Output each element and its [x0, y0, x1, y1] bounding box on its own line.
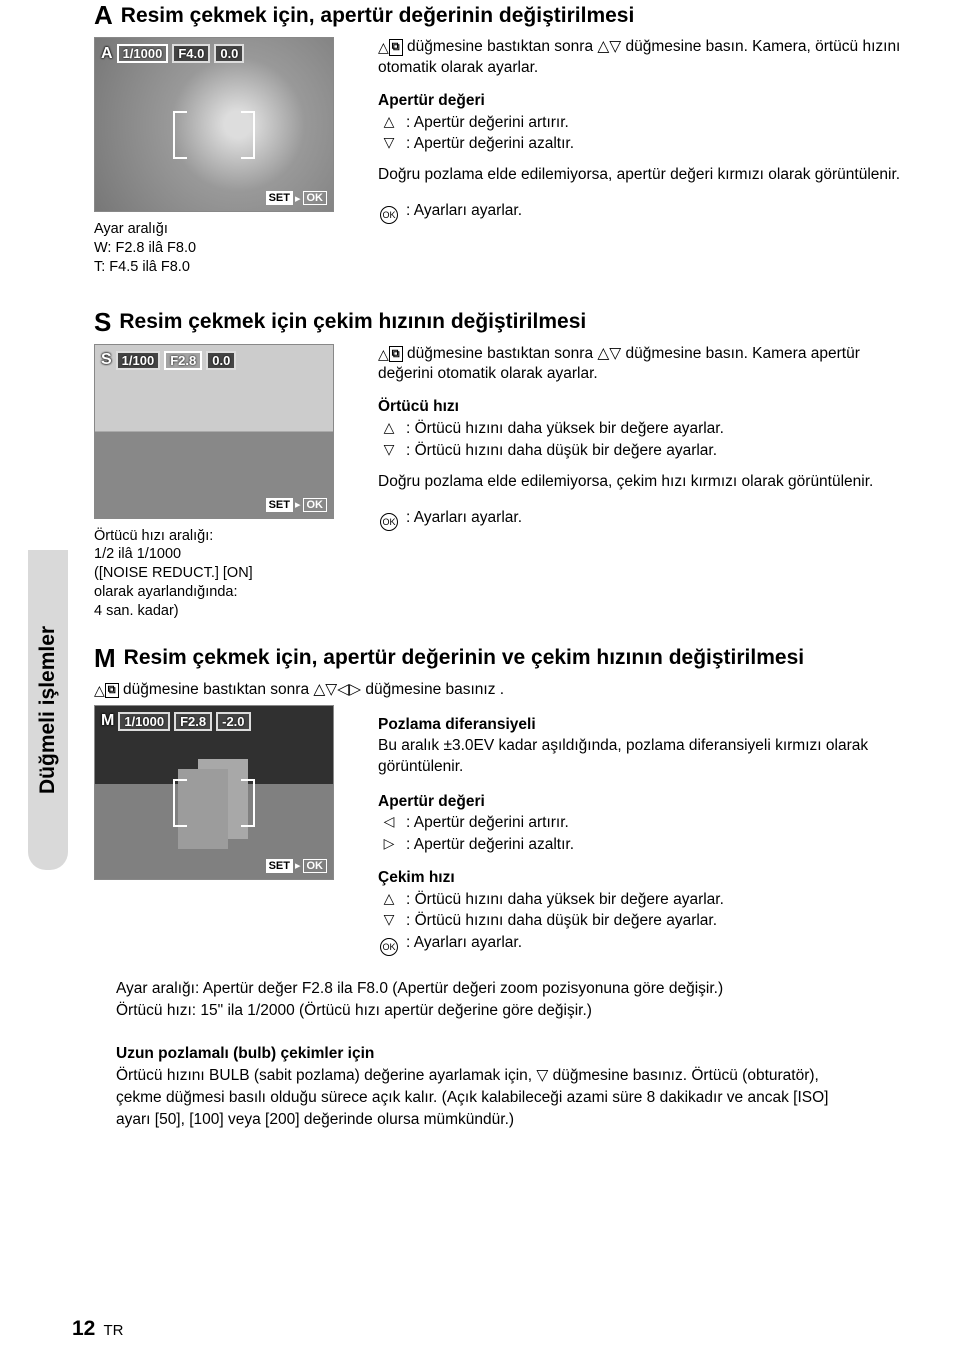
ok-func-icon: OK: [380, 206, 398, 224]
hud-mode: S: [101, 351, 112, 369]
down-icon: ▽: [378, 133, 400, 155]
s-caption: Örtücü hızı aralığı: 1/2 ilâ 1/1000 ([NO…: [94, 527, 354, 621]
a-caption: Ayar aralığı W: F2.8 ilâ F8.0 T: F4.5 il…: [94, 220, 354, 277]
hud-mode: A: [101, 45, 113, 63]
hud-ev: -2.0: [216, 712, 250, 731]
m-pz-text: Bu aralık ±3.0EV kadar aşıldığında, pozl…: [378, 736, 902, 778]
m-pre: △⧉ düğmesine bastıktan sonra △▽◁▷ düğmes…: [94, 680, 902, 699]
s-def-up: △: Örtücü hızını daha yüksek bir değere …: [378, 418, 902, 440]
right-icon: ▷: [378, 834, 400, 856]
af-brackets-icon: [173, 779, 255, 823]
m-pz-title: Pozlama diferansiyeli: [378, 715, 902, 736]
up-icon: △: [378, 112, 400, 134]
up-icon: △: [378, 889, 400, 911]
section-s-title: S Resim çekmek için çekim hızının değişt…: [58, 307, 902, 338]
hud-shutter: 1/100: [116, 351, 161, 370]
hud-aperture: F4.0: [172, 44, 210, 63]
set-ok-indicator: SET▸OK: [266, 498, 327, 512]
mode-letter-s: S: [94, 307, 111, 338]
m-ok-row: OK: Ayarları ayarlar.: [378, 932, 902, 956]
s-warning: Doğru pozlama elde edilemiyorsa, çekim h…: [378, 472, 902, 493]
m-range-aperture: Ayar aralığı: Apertür değer F2.8 ila F8.…: [116, 978, 862, 1000]
lcd-preview-a: A 1/1000 F4.0 0.0 SET▸OK: [94, 37, 334, 212]
up-icon: △: [378, 418, 400, 440]
a-def-down: ▽: Apertür değerini azaltır.: [378, 133, 902, 155]
a-def-up: △: Apertür değerini artırır.: [378, 112, 902, 134]
side-tab: Düğmeli işlemler: [28, 550, 68, 870]
s-def-down: ▽: Örtücü hızını daha düşük bir değere a…: [378, 440, 902, 462]
a-intro: △⧉ düğmesine bastıktan sonra △▽ düğmesin…: [378, 37, 902, 79]
set-ok-indicator: SET▸OK: [266, 859, 327, 873]
page-footer: 12 TR: [72, 1317, 123, 1341]
s-ok-row: OK: Ayarları ayarlar.: [378, 507, 902, 531]
section-m-title: M Resim çekmek için, apertür değerinin v…: [58, 643, 902, 674]
m-sh-up: △: Örtücü hızını daha yüksek bir değere …: [378, 889, 902, 911]
section-a-title: A Resim çekmek için, apertür değerinin d…: [58, 0, 902, 31]
mode-letter-m: M: [94, 643, 116, 674]
a-warning: Doğru pozlama elde edilemiyorsa, apertür…: [378, 165, 902, 186]
m-ap-right: ▷: Apertür değerini azaltır.: [378, 834, 902, 856]
hud-aperture: F2.8: [164, 351, 202, 370]
hud-shutter: 1/1000: [118, 712, 170, 731]
a-ok-row: OK: Ayarları ayarlar.: [378, 200, 902, 224]
lcd-preview-s: S 1/100 F2.8 0.0 SET▸OK: [94, 344, 334, 519]
hud-aperture: F2.8: [174, 712, 212, 731]
hud-mode: M: [101, 712, 114, 730]
ok-func-icon: OK: [380, 513, 398, 531]
hud-ev: 0.0: [214, 44, 244, 63]
hud-shutter: 1/1000: [117, 44, 169, 63]
m-range-shutter: Örtücü hızı: 15" ila 1/2000 (Örtücü hızı…: [116, 1000, 862, 1022]
mode-letter-a: A: [94, 0, 113, 31]
lcd-preview-m: M 1/1000 F2.8 -2.0 SET▸OK: [94, 705, 334, 880]
m-sh-title: Çekim hızı: [378, 868, 902, 889]
m-sh-down: ▽: Örtücü hızını daha düşük bir değere a…: [378, 910, 902, 932]
ok-func-icon: OK: [380, 938, 398, 956]
bulb-text: Örtücü hızını BULB (sabit pozlama) değer…: [116, 1065, 862, 1130]
bulb-title: Uzun pozlamalı (bulb) çekimler için: [116, 1043, 862, 1065]
set-ok-indicator: SET▸OK: [266, 191, 327, 205]
a-def-title: Apertür değeri: [378, 91, 902, 112]
m-ap-title: Apertür değeri: [378, 792, 902, 813]
hud-ev: 0.0: [206, 351, 236, 370]
m-ap-left: ◁: Apertür değerini artırır.: [378, 812, 902, 834]
af-brackets-icon: [173, 111, 255, 155]
down-icon: ▽: [378, 440, 400, 462]
down-icon: ▽: [378, 910, 400, 932]
s-def-title: Örtücü hızı: [378, 397, 902, 418]
s-intro: △⧉ düğmesine bastıktan sonra △▽ düğmesin…: [378, 344, 902, 386]
left-icon: ◁: [378, 812, 400, 834]
